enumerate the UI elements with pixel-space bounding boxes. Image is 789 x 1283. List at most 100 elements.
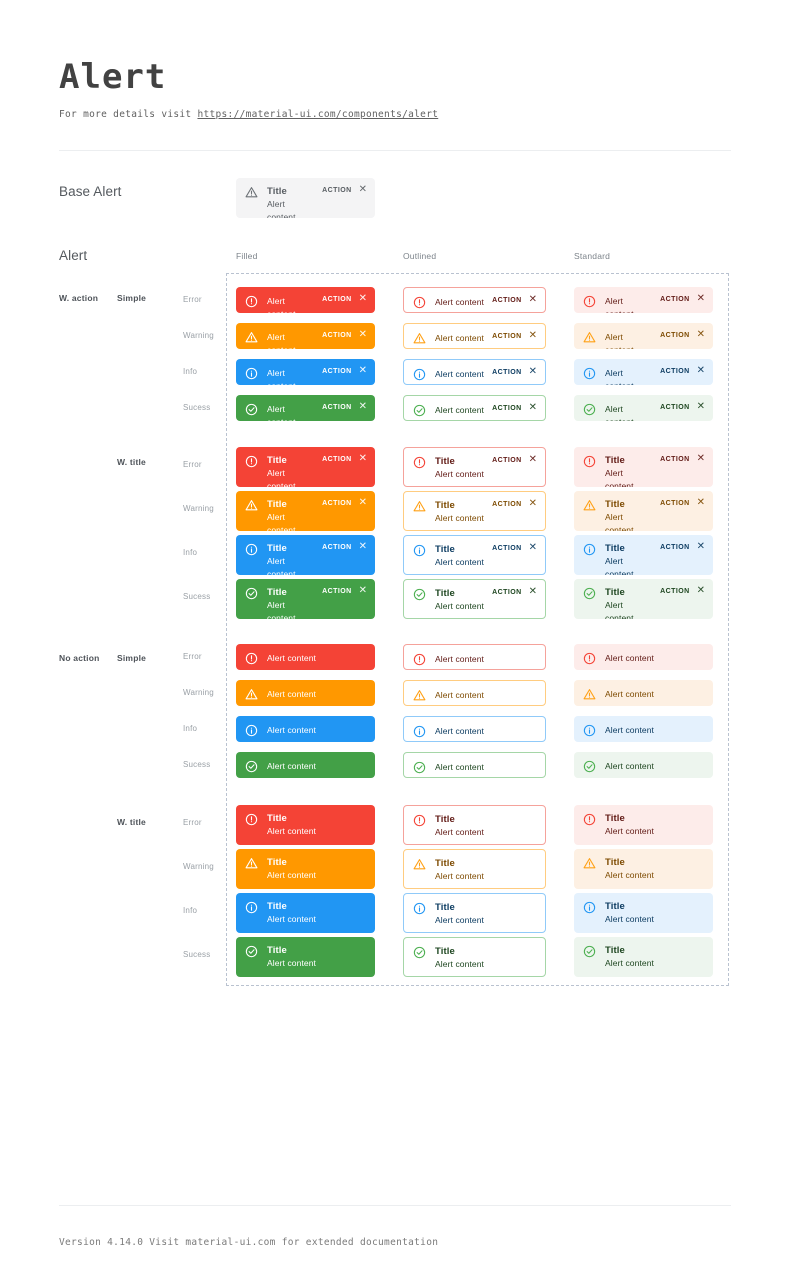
action-button[interactable]: ACTION <box>660 403 690 411</box>
docs-link[interactable]: https://material-ui.com/components/alert <box>197 109 439 120</box>
alert-filled-success-wa-title[interactable]: Title Alert content ACTION ✕ <box>236 579 375 619</box>
close-icon[interactable]: ✕ <box>696 293 705 304</box>
action-button[interactable]: ACTION <box>660 587 690 595</box>
alert-filled-info-wa-simple[interactable]: Alert content ACTION ✕ <box>236 359 375 385</box>
close-icon[interactable]: ✕ <box>696 453 705 464</box>
alert-standard-info-wa-simple[interactable]: Alert content ACTION ✕ <box>574 359 713 385</box>
alert-standard-error-wa-simple[interactable]: Alert content ACTION ✕ <box>574 287 713 313</box>
alert-standard-error-wa-title[interactable]: Title Alert content ACTION ✕ <box>574 447 713 487</box>
alert-outlined-error-wa-simple[interactable]: Alert content ACTION ✕ <box>403 287 546 313</box>
close-icon[interactable]: ✕ <box>696 541 705 552</box>
action-button[interactable]: ACTION <box>322 543 352 551</box>
close-icon[interactable]: ✕ <box>358 184 367 195</box>
close-icon[interactable]: ✕ <box>528 330 537 341</box>
alert-outlined-info-wa-title[interactable]: Title Alert content ACTION ✕ <box>403 535 546 575</box>
alert-outlined-warning-na-simple[interactable]: Alert content <box>403 680 546 706</box>
alert-standard-success-na-title[interactable]: Title Alert content <box>574 937 713 977</box>
alert-filled-success-na-title[interactable]: Title Alert content <box>236 937 375 977</box>
action-button[interactable]: ACTION <box>322 403 352 411</box>
action-button[interactable]: ACTION <box>492 296 522 304</box>
close-icon[interactable]: ✕ <box>358 365 367 376</box>
alert-standard-warning-wa-title[interactable]: Title Alert content ACTION ✕ <box>574 491 713 531</box>
alert-filled-warning-na-simple[interactable]: Alert content <box>236 680 375 706</box>
action-button[interactable]: ACTION <box>322 499 352 507</box>
action-button[interactable]: ACTION <box>322 587 352 595</box>
alert-filled-warning-na-title[interactable]: Title Alert content <box>236 849 375 889</box>
alert-filled-error-wa-title[interactable]: Title Alert content ACTION ✕ <box>236 447 375 487</box>
action-button[interactable]: ACTION <box>660 499 690 507</box>
close-icon[interactable]: ✕ <box>696 585 705 596</box>
close-icon[interactable]: ✕ <box>358 293 367 304</box>
action-button[interactable]: ACTION <box>492 404 522 412</box>
action-button[interactable]: ACTION <box>492 588 522 596</box>
alert-outlined-success-wa-title[interactable]: Title Alert content ACTION ✕ <box>403 579 546 619</box>
action-button[interactable]: ACTION <box>322 186 352 194</box>
action-button[interactable]: ACTION <box>660 331 690 339</box>
action-button[interactable]: ACTION <box>492 368 522 376</box>
alert-filled-error-wa-simple[interactable]: Alert content ACTION ✕ <box>236 287 375 313</box>
close-icon[interactable]: ✕ <box>358 453 367 464</box>
action-button[interactable]: ACTION <box>492 544 522 552</box>
action-button[interactable]: ACTION <box>492 332 522 340</box>
alert-filled-error-na-simple[interactable]: Alert content <box>236 644 375 670</box>
alert-outlined-error-na-simple[interactable]: Alert content <box>403 644 546 670</box>
close-icon[interactable]: ✕ <box>528 586 537 597</box>
alert-outlined-info-na-simple[interactable]: Alert content <box>403 716 546 742</box>
close-icon[interactable]: ✕ <box>696 497 705 508</box>
alert-standard-warning-wa-simple[interactable]: Alert content ACTION ✕ <box>574 323 713 349</box>
alert-outlined-info-wa-simple[interactable]: Alert content ACTION ✕ <box>403 359 546 385</box>
close-icon[interactable]: ✕ <box>528 498 537 509</box>
close-icon[interactable]: ✕ <box>528 402 537 413</box>
alert-outlined-success-na-title[interactable]: Title Alert content <box>403 937 546 977</box>
alert-outlined-error-wa-title[interactable]: Title Alert content ACTION ✕ <box>403 447 546 487</box>
alert-standard-error-na-title[interactable]: Title Alert content <box>574 805 713 845</box>
alert-standard-warning-na-title[interactable]: Title Alert content <box>574 849 713 889</box>
alert-standard-info-wa-title[interactable]: Title Alert content ACTION ✕ <box>574 535 713 575</box>
action-button[interactable]: ACTION <box>660 367 690 375</box>
alert-standard-info-na-simple[interactable]: Alert content <box>574 716 713 742</box>
alert-filled-info-na-title[interactable]: Title Alert content <box>236 893 375 933</box>
close-icon[interactable]: ✕ <box>528 542 537 553</box>
alert-filled-info-na-simple[interactable]: Alert content <box>236 716 375 742</box>
close-icon[interactable]: ✕ <box>358 541 367 552</box>
alert-filled-warning-wa-simple[interactable]: Alert content ACTION ✕ <box>236 323 375 349</box>
alert-outlined-warning-na-title[interactable]: Title Alert content <box>403 849 546 889</box>
alert-filled-success-na-simple[interactable]: Alert content <box>236 752 375 778</box>
close-icon[interactable]: ✕ <box>358 585 367 596</box>
base-alert[interactable]: Title Alert content ACTION ✕ <box>236 178 375 218</box>
close-icon[interactable]: ✕ <box>696 401 705 412</box>
alert-outlined-warning-wa-title[interactable]: Title Alert content ACTION ✕ <box>403 491 546 531</box>
close-icon[interactable]: ✕ <box>528 454 537 465</box>
close-icon[interactable]: ✕ <box>528 366 537 377</box>
close-icon[interactable]: ✕ <box>696 329 705 340</box>
close-icon[interactable]: ✕ <box>358 329 367 340</box>
action-button[interactable]: ACTION <box>322 367 352 375</box>
action-button[interactable]: ACTION <box>660 455 690 463</box>
alert-standard-warning-na-simple[interactable]: Alert content <box>574 680 713 706</box>
alert-outlined-success-wa-simple[interactable]: Alert content ACTION ✕ <box>403 395 546 421</box>
alert-filled-success-wa-simple[interactable]: Alert content ACTION ✕ <box>236 395 375 421</box>
action-button[interactable]: ACTION <box>322 295 352 303</box>
alert-standard-success-wa-title[interactable]: Title Alert content ACTION ✕ <box>574 579 713 619</box>
action-button[interactable]: ACTION <box>322 331 352 339</box>
close-icon[interactable]: ✕ <box>358 497 367 508</box>
alert-standard-error-na-simple[interactable]: Alert content <box>574 644 713 670</box>
close-icon[interactable]: ✕ <box>358 401 367 412</box>
alert-outlined-info-na-title[interactable]: Title Alert content <box>403 893 546 933</box>
alert-standard-info-na-title[interactable]: Title Alert content <box>574 893 713 933</box>
action-button[interactable]: ACTION <box>492 456 522 464</box>
action-button[interactable]: ACTION <box>660 543 690 551</box>
alert-filled-warning-wa-title[interactable]: Title Alert content ACTION ✕ <box>236 491 375 531</box>
alert-outlined-warning-wa-simple[interactable]: Alert content ACTION ✕ <box>403 323 546 349</box>
action-button[interactable]: ACTION <box>492 500 522 508</box>
alert-outlined-success-na-simple[interactable]: Alert content <box>403 752 546 778</box>
action-button[interactable]: ACTION <box>660 295 690 303</box>
alert-standard-success-wa-simple[interactable]: Alert content ACTION ✕ <box>574 395 713 421</box>
close-icon[interactable]: ✕ <box>528 294 537 305</box>
alert-filled-info-wa-title[interactable]: Title Alert content ACTION ✕ <box>236 535 375 575</box>
action-button[interactable]: ACTION <box>322 455 352 463</box>
alert-standard-success-na-simple[interactable]: Alert content <box>574 752 713 778</box>
alert-outlined-error-na-title[interactable]: Title Alert content <box>403 805 546 845</box>
alert-filled-error-na-title[interactable]: Title Alert content <box>236 805 375 845</box>
close-icon[interactable]: ✕ <box>696 365 705 376</box>
